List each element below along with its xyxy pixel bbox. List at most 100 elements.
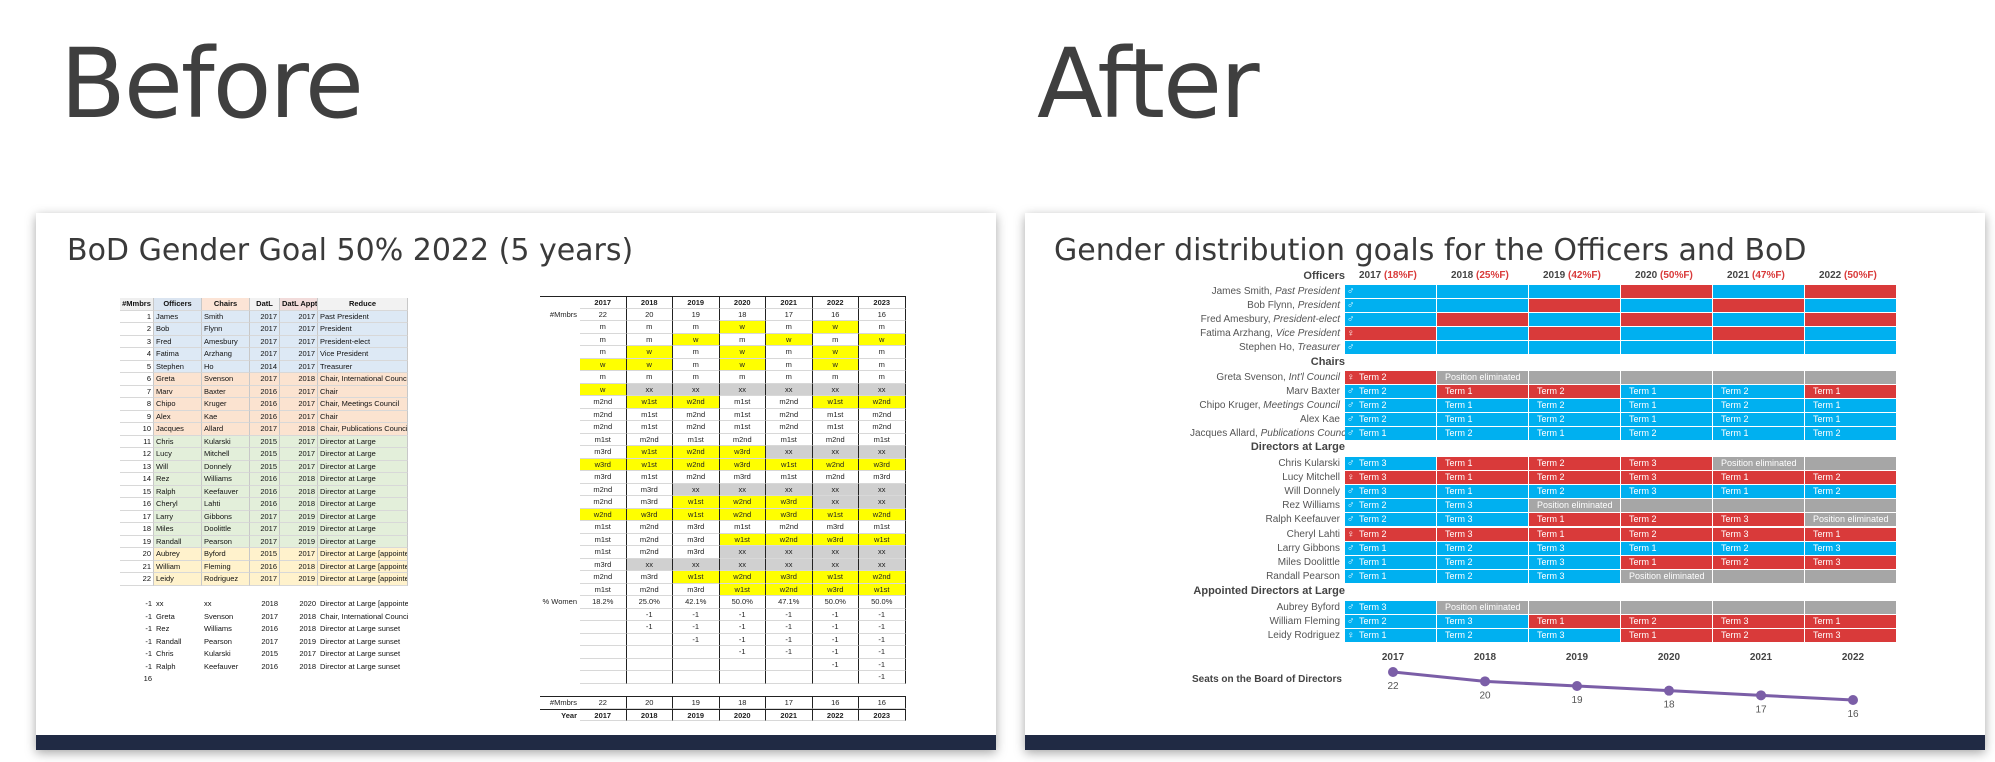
sheet-header-cell: Reduce (318, 298, 408, 311)
male-icon: ♂ (1347, 615, 1355, 627)
grid-cell: xx (812, 546, 859, 559)
grid-total-cell: 17 (766, 696, 813, 709)
grid-reduce-cell (626, 658, 673, 671)
reduce-cell: -1 (145, 636, 152, 646)
grid-reduce-cell (719, 671, 766, 684)
sheet-row: 9 Alex Kae 2016 2017 Chair (120, 410, 408, 423)
sheet-cell: Bob (154, 323, 202, 336)
term-cell: Term 1 (1437, 384, 1528, 398)
term-cell: Term 3 (1621, 456, 1712, 470)
grid-year-cell: 2018 (626, 708, 673, 721)
reduce-cell: Greta (156, 611, 175, 621)
male-icon: ♂ (1347, 601, 1355, 613)
grid-cell: m3rd (626, 571, 673, 584)
term-cell: Term 1 (1437, 456, 1528, 470)
sheet-cell: Fleming (202, 560, 250, 573)
term-cell: Term 1 (1805, 384, 1896, 398)
grid-reduce-cell: -1 (859, 633, 906, 646)
sheet-row: 11 Chris Kularski 2015 2017 Director at Large (120, 435, 408, 448)
grid-cell: m2nd (812, 433, 859, 446)
member-row: Bob Flynn, President ♂ (1190, 298, 1897, 312)
grid-cell: w (719, 321, 766, 334)
seats-data-label: 19 (1571, 695, 1583, 706)
grid-cell: m1st (719, 421, 766, 434)
grid-cell: m (812, 371, 859, 384)
grid-cell: m2nd (580, 483, 627, 496)
grid-cell: xx (719, 558, 766, 571)
grid-cell: w2nd (673, 446, 720, 459)
grid-cell: m (580, 346, 627, 359)
term-cell: Term 2 ♂ (1345, 413, 1436, 427)
reduce-cell: 2016 (261, 624, 278, 633)
member-row: Lucy Mitchell Term 3 ♀ Term 1 Term 2 Term 3 Te… (1190, 470, 1897, 484)
term-cell: Term 1 (1529, 513, 1620, 527)
grid-cell: m (719, 371, 766, 384)
reduce-cell: -1 (145, 661, 152, 671)
male-icon: ♂ (1347, 342, 1355, 354)
member-row: Ralph Keefauver Term 2 ♂ Term 3 Term 1 Term 2… (1190, 513, 1897, 527)
grid-cell: m1st (812, 408, 859, 421)
term-cell: Term 3 (1437, 513, 1528, 527)
grid-row-label (540, 421, 580, 434)
grid-cell: xx (859, 483, 906, 496)
reduce-cell: 2018 (299, 611, 316, 621)
term-cell: Term 2 (1437, 555, 1528, 569)
sheet-cell: Leidy (154, 573, 202, 586)
grid-cell: m1st (580, 546, 627, 559)
sheet-cell: 2017 (250, 510, 280, 523)
grid-cell: w2nd (719, 571, 766, 584)
sheet-cell: 2017 (250, 335, 280, 348)
grid-cell: m3rd (626, 496, 673, 509)
sheet-cell: Arzhang (202, 348, 250, 361)
term-cell: Term 1 (1529, 527, 1620, 541)
grid-cell: w2nd (580, 508, 627, 521)
female-icon: ♀ (1347, 629, 1355, 641)
term-cell: Term 1 (1713, 470, 1804, 484)
sheet-cell: 5 (120, 360, 154, 373)
sheet-cell: 8 (120, 398, 154, 411)
grid-mmbrs-label: #Mmbrs (549, 309, 577, 319)
grid-cell: m3rd (580, 446, 627, 459)
grid-women-cell: 47.1% (766, 596, 813, 609)
grid-cell: xx (766, 383, 813, 396)
reduce-cell: Svenson (204, 611, 234, 621)
sheet-cell: Fatima (154, 348, 202, 361)
term-cell: Term 3 ♀ (1345, 470, 1436, 484)
grid-row-label (540, 521, 580, 534)
sheet-cell: 2016 (250, 498, 280, 511)
term-cell (1437, 298, 1528, 312)
grid-reduce-cell: -1 (766, 608, 813, 621)
reduce-cell: -1 (145, 649, 152, 658)
grid-row-label (540, 496, 580, 509)
grid-reduce-cell: -1 (719, 633, 766, 646)
grid-cell: xx (626, 383, 673, 396)
grid-row: m2nd m1st m2nd m1st m2nd m1st m2nd (540, 408, 906, 421)
reduce-cell: 2016 (261, 661, 278, 671)
grid-row-label (540, 509, 580, 522)
female-icon: ♀ (1347, 528, 1355, 540)
grid-cell: w (719, 346, 766, 359)
grid-year-cell: 2022 (812, 296, 859, 309)
term-cell: Term 3 (1529, 570, 1620, 584)
grid-cell: w2nd (859, 508, 906, 521)
grid-reduce-cell (580, 633, 627, 646)
sheet-cell: Svenson (202, 373, 250, 386)
member-row: Stephen Ho, Treasurer ♂ (1190, 341, 1897, 355)
member-name: Jacques Allard, Publications Council (1190, 428, 1351, 440)
grid-cell: m3rd (812, 521, 859, 534)
slide-footer-bar (1025, 735, 1985, 750)
term-cell: Term 2 (1437, 427, 1528, 441)
grid-blank (540, 296, 580, 309)
sheet-row: 6 Greta Svenson 2017 2018 Chair, Internationa… (120, 373, 408, 386)
member-row: Will Donnely Term 3 ♂ Term 1 Term 2 Term 3 Ter… (1190, 484, 1897, 498)
grid-year-cell: 2020 (719, 296, 766, 309)
term-cell (1529, 370, 1620, 384)
grid-cell: m2nd (859, 408, 906, 421)
term-cell: Term 2 ♂ (1345, 513, 1436, 527)
term-cell: Position eliminated (1805, 513, 1896, 527)
member-name: Rez Williams (1282, 500, 1340, 512)
term-cell: Term 2 (1529, 413, 1620, 427)
grid-cell: m (859, 346, 906, 359)
year-label: 2020 (1635, 270, 1661, 281)
